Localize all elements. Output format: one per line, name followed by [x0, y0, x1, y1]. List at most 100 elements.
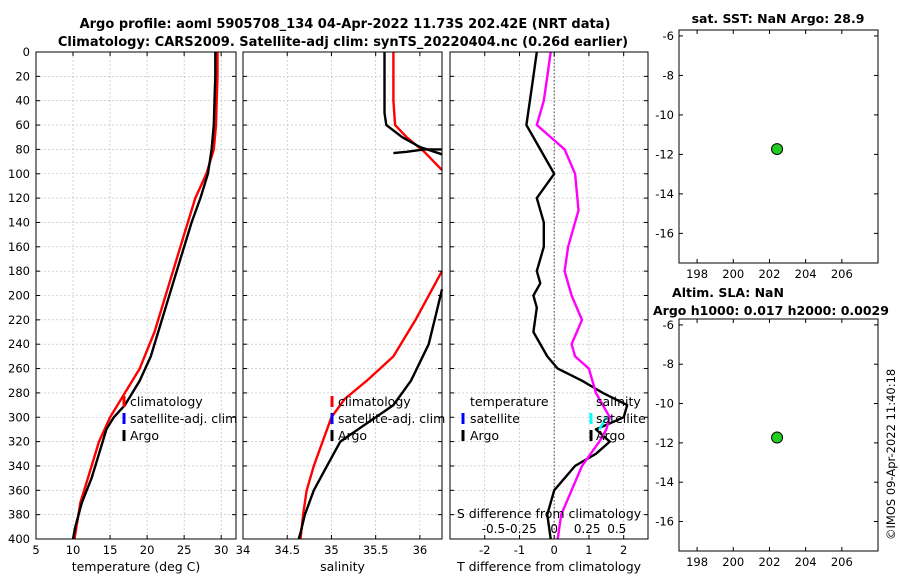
sla-ytick-label: -10 — [655, 397, 674, 411]
diff-xtick-label: 0 — [551, 543, 558, 557]
figure-title-line2: Climatology: CARS2009. Satellite-adj cli… — [58, 35, 628, 50]
diff-series-t-difference-argo- — [525, 51, 629, 540]
diff-xlabel: T difference from climatology — [456, 559, 642, 574]
diff-legend-left-label: Argo — [470, 428, 499, 443]
sal-legend-label: climatology — [338, 394, 411, 409]
sal-xtick-label: 36 — [413, 543, 428, 557]
diff-series-satellite-salinity — [598, 416, 608, 430]
sla-frame — [678, 318, 879, 552]
temp-legend-label: Argo — [130, 428, 159, 443]
temp-xtick-label: 5 — [32, 543, 39, 557]
diff-series-s-difference-argo- — [535, 51, 611, 540]
sal-xlabel: salinity — [320, 559, 365, 574]
diff-legend-right-label: salinity — [596, 394, 641, 409]
sla-ytick-label: -6 — [663, 318, 674, 332]
temp-ytick-label: 400 — [8, 532, 30, 546]
sla-xtick-label: 202 — [758, 555, 780, 569]
temp-ytick-label: 300 — [8, 410, 30, 424]
sst-argo-point — [771, 143, 784, 156]
diff-top-label: S difference from climatology — [457, 506, 642, 521]
diff-legend-left-label: satellite — [470, 411, 520, 426]
temp-ytick-label: 20 — [15, 69, 30, 83]
timestamp-footer: ©IMOS 09-Apr-2022 11:40:18 — [884, 369, 898, 540]
sst-ytick-label: -12 — [655, 147, 674, 161]
sla-ytick-label: -14 — [655, 475, 674, 489]
diff-top-tick-label: 0.5 — [607, 522, 626, 536]
temp-ytick-label: 280 — [8, 386, 30, 400]
temp-xtick-label: 30 — [214, 543, 229, 557]
temp-ytick-label: 220 — [8, 313, 30, 327]
sst-xtick-label: 204 — [795, 267, 817, 281]
difference-axes: -2 -1 0 1 2 T difference from climatology S di… — [449, 51, 649, 574]
temp-xlabel: temperature (deg C) — [72, 559, 201, 574]
sal-xtick-label: 34.5 — [274, 543, 300, 557]
temp-ytick-label: 40 — [15, 94, 30, 108]
sst-xtick-label: 206 — [831, 267, 853, 281]
sal-xtick-label: 35.5 — [363, 543, 389, 557]
temp-ytick-label: 60 — [15, 118, 30, 132]
sla-xtick-label: 204 — [795, 555, 817, 569]
sla-ytick-label: -16 — [655, 515, 674, 529]
temp-ytick-label: 380 — [8, 508, 30, 522]
temp-ytick-label: 340 — [8, 459, 30, 473]
temp-series-climatology — [73, 52, 219, 540]
temp-ytick-label: 160 — [8, 240, 30, 254]
sst-xtick-label: 202 — [758, 267, 780, 281]
temp-ytick-label: 80 — [15, 142, 30, 156]
temp-ytick-label: 100 — [8, 167, 30, 181]
sla-xtick-label: 200 — [722, 555, 744, 569]
temp-ytick-label: 120 — [8, 191, 30, 205]
diff-top-tick-label: -0.25 — [506, 522, 537, 536]
temp-ytick-label: 360 — [8, 483, 30, 497]
sst-ytick-label: -10 — [655, 108, 674, 122]
sst-ytick-label: -6 — [663, 29, 674, 43]
temp-legend-label: climatology — [130, 394, 203, 409]
sal-legend-label: satellite-adj. clim — [338, 411, 445, 426]
temp-ytick-label: 140 — [8, 215, 30, 229]
sal-xtick-label: 35 — [324, 543, 339, 557]
sst-ytick-label: -14 — [655, 187, 674, 201]
sla-ytick-label: -8 — [663, 357, 674, 371]
sal-series-argo-upper- — [393, 148, 442, 155]
sst-frame — [678, 29, 879, 264]
sla-map-title-line1: Altim. SLA: NaN — [672, 285, 784, 300]
temp-legend-label: satellite-adj. clim — [130, 411, 237, 426]
sla-ytick-label: -12 — [655, 436, 674, 450]
sla-argo-point — [771, 431, 784, 444]
temp-ytick-label: 320 — [8, 435, 30, 449]
sla-xtick-label: 206 — [831, 555, 853, 569]
temp-ytick-label: 180 — [8, 264, 30, 278]
sst-ytick-label: -8 — [663, 68, 674, 82]
temp-xtick-label: 20 — [140, 543, 155, 557]
temp-ytick-label: 0 — [23, 45, 30, 59]
sst-ytick-label: -16 — [655, 226, 674, 240]
diff-top-tick-label: 0 — [550, 522, 558, 536]
sal-series-argo — [297, 52, 444, 540]
diff-xtick-label: 2 — [620, 543, 627, 557]
temp-ytick-label: 200 — [8, 289, 30, 303]
sst-xtick-label: 200 — [722, 267, 744, 281]
sst-map-axes: 198 200 202 204 206 -6 -8 -10 -12 -14 -16 — [655, 29, 879, 281]
temp-ytick-label: 260 — [8, 362, 30, 376]
diff-xtick-label: -1 — [514, 543, 525, 557]
diff-legend-right-label: Argo — [596, 428, 625, 443]
diff-top-tick-label: -0.5 — [482, 522, 505, 536]
figure-title-line1: Argo profile: aoml 5905708_134 04-Apr-20… — [80, 17, 611, 32]
sla-xtick-label: 198 — [686, 555, 708, 569]
diff-xtick-label: 1 — [585, 543, 592, 557]
sla-map-title-line2: Argo h1000: 0.017 h2000: 0.0029 — [653, 303, 889, 318]
temperature-axes: 5 10 15 20 25 3002040608010012014016018020022… — [8, 45, 237, 574]
temp-xtick-label: 10 — [66, 543, 81, 557]
diff-top-tick-label: 0.25 — [574, 522, 601, 536]
diff-legend-left-label: temperature — [470, 394, 549, 409]
temp-xtick-label: 25 — [177, 543, 192, 557]
salinity-axes: 34 34.5 35 35.5 36 salinity climatology satelli… — [236, 51, 445, 574]
diff-legend-right-label: satellite — [596, 411, 646, 426]
sst-map-title: sat. SST: NaN Argo: 28.9 — [692, 11, 865, 26]
temp-ytick-label: 240 — [8, 337, 30, 351]
sst-xtick-label: 198 — [686, 267, 708, 281]
sal-xtick-label: 34 — [236, 543, 251, 557]
diff-xtick-label: -2 — [479, 543, 490, 557]
sal-legend-label: Argo — [338, 428, 367, 443]
